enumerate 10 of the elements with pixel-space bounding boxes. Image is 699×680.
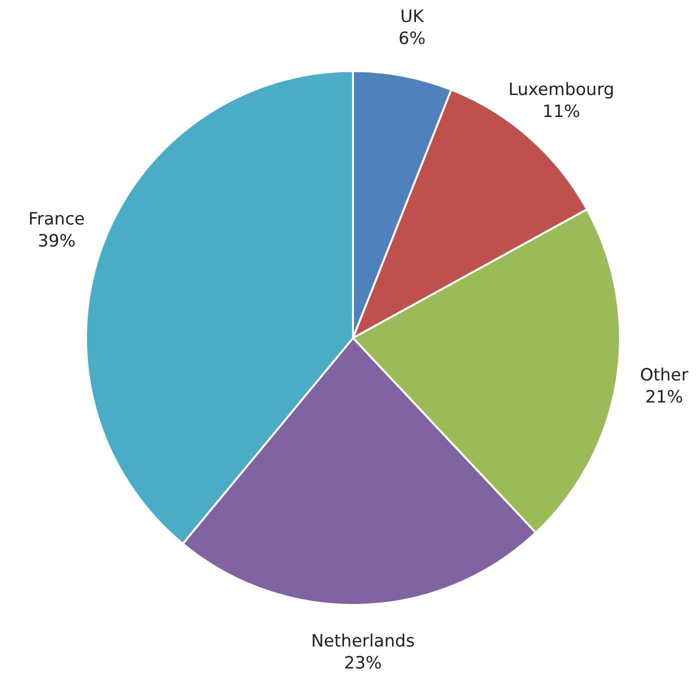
slice-label: Other [640, 366, 688, 386]
data-label: 6% [398, 29, 426, 49]
data-label: 39% [38, 232, 76, 252]
slice-label: Netherlands [311, 631, 415, 652]
data-label: 21% [645, 388, 684, 408]
slice-label: Luxembourg [508, 80, 614, 100]
slice-label: UK [400, 7, 425, 27]
slice-label: France [28, 210, 85, 230]
data-label: 23% [344, 653, 382, 674]
data-label: 11% [542, 102, 580, 122]
